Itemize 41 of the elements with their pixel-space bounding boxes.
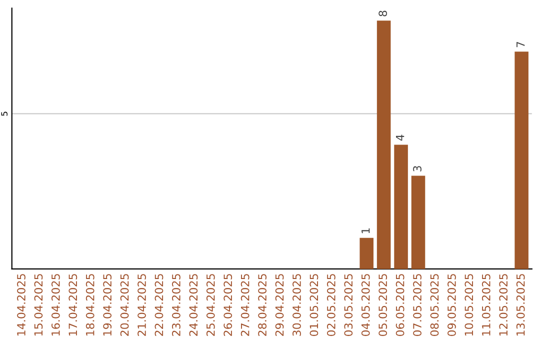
data-label: 7 [516, 42, 525, 48]
data-label: 1 [362, 228, 370, 234]
x-tick-label: 09.05.2025 [448, 274, 456, 336]
x-tick-label: 15.04.2025 [34, 274, 43, 336]
x-tick-label: 10.05.2025 [464, 274, 474, 336]
x-tick-label: 24.04.2025 [189, 274, 198, 336]
x-tick-label: 04.05.2025 [361, 274, 370, 336]
x-tick-label: 03.05.2025 [344, 274, 353, 336]
bar [411, 176, 426, 269]
bar [376, 20, 391, 269]
x-tick-label: 11.05.2025 [482, 274, 490, 336]
x-tick-label: 14.04.2025 [17, 274, 26, 336]
x-tick-label: 23.04.2025 [172, 274, 180, 336]
data-label: 8 [378, 10, 388, 16]
x-tick-label: 06.05.2025 [396, 274, 404, 336]
x-tick-label: 17.04.2025 [68, 274, 78, 336]
x-tick-label: 02.05.2025 [326, 274, 336, 336]
x-tick-label: 16.04.2025 [51, 274, 60, 336]
x-tick-label: 28.04.2025 [258, 274, 267, 336]
data-label: 3 [413, 166, 422, 172]
x-tick-label: 27.04.2025 [240, 274, 250, 336]
x-tick-label: 25.04.2025 [206, 274, 215, 336]
y-tick-label: 5 [1, 112, 8, 116]
x-tick-label: 01.05.2025 [310, 274, 318, 336]
bar [514, 52, 528, 269]
x-tick-label: 12.05.2025 [499, 274, 508, 336]
x-tick-label: 21.04.2025 [138, 274, 146, 336]
x-tick-label: 26.04.2025 [224, 274, 232, 336]
x-tick-label: 05.05.2025 [378, 274, 388, 336]
x-tick-label: 22.04.2025 [154, 274, 164, 336]
x-tick-label: 20.04.2025 [120, 274, 129, 336]
bar [360, 238, 374, 269]
x-tick-label: 13.05.2025 [516, 274, 525, 336]
x-tick-label: 29.04.2025 [275, 274, 284, 336]
x-tick-label: 30.04.2025 [292, 274, 301, 336]
x-tick-label: 08.05.2025 [430, 274, 439, 336]
x-tick-label: 18.04.2025 [86, 274, 94, 336]
data-label: 4 [396, 134, 404, 141]
x-tick-label: 07.05.2025 [413, 274, 422, 336]
x-tick-label: 19.04.2025 [103, 274, 112, 336]
bar [394, 144, 408, 269]
